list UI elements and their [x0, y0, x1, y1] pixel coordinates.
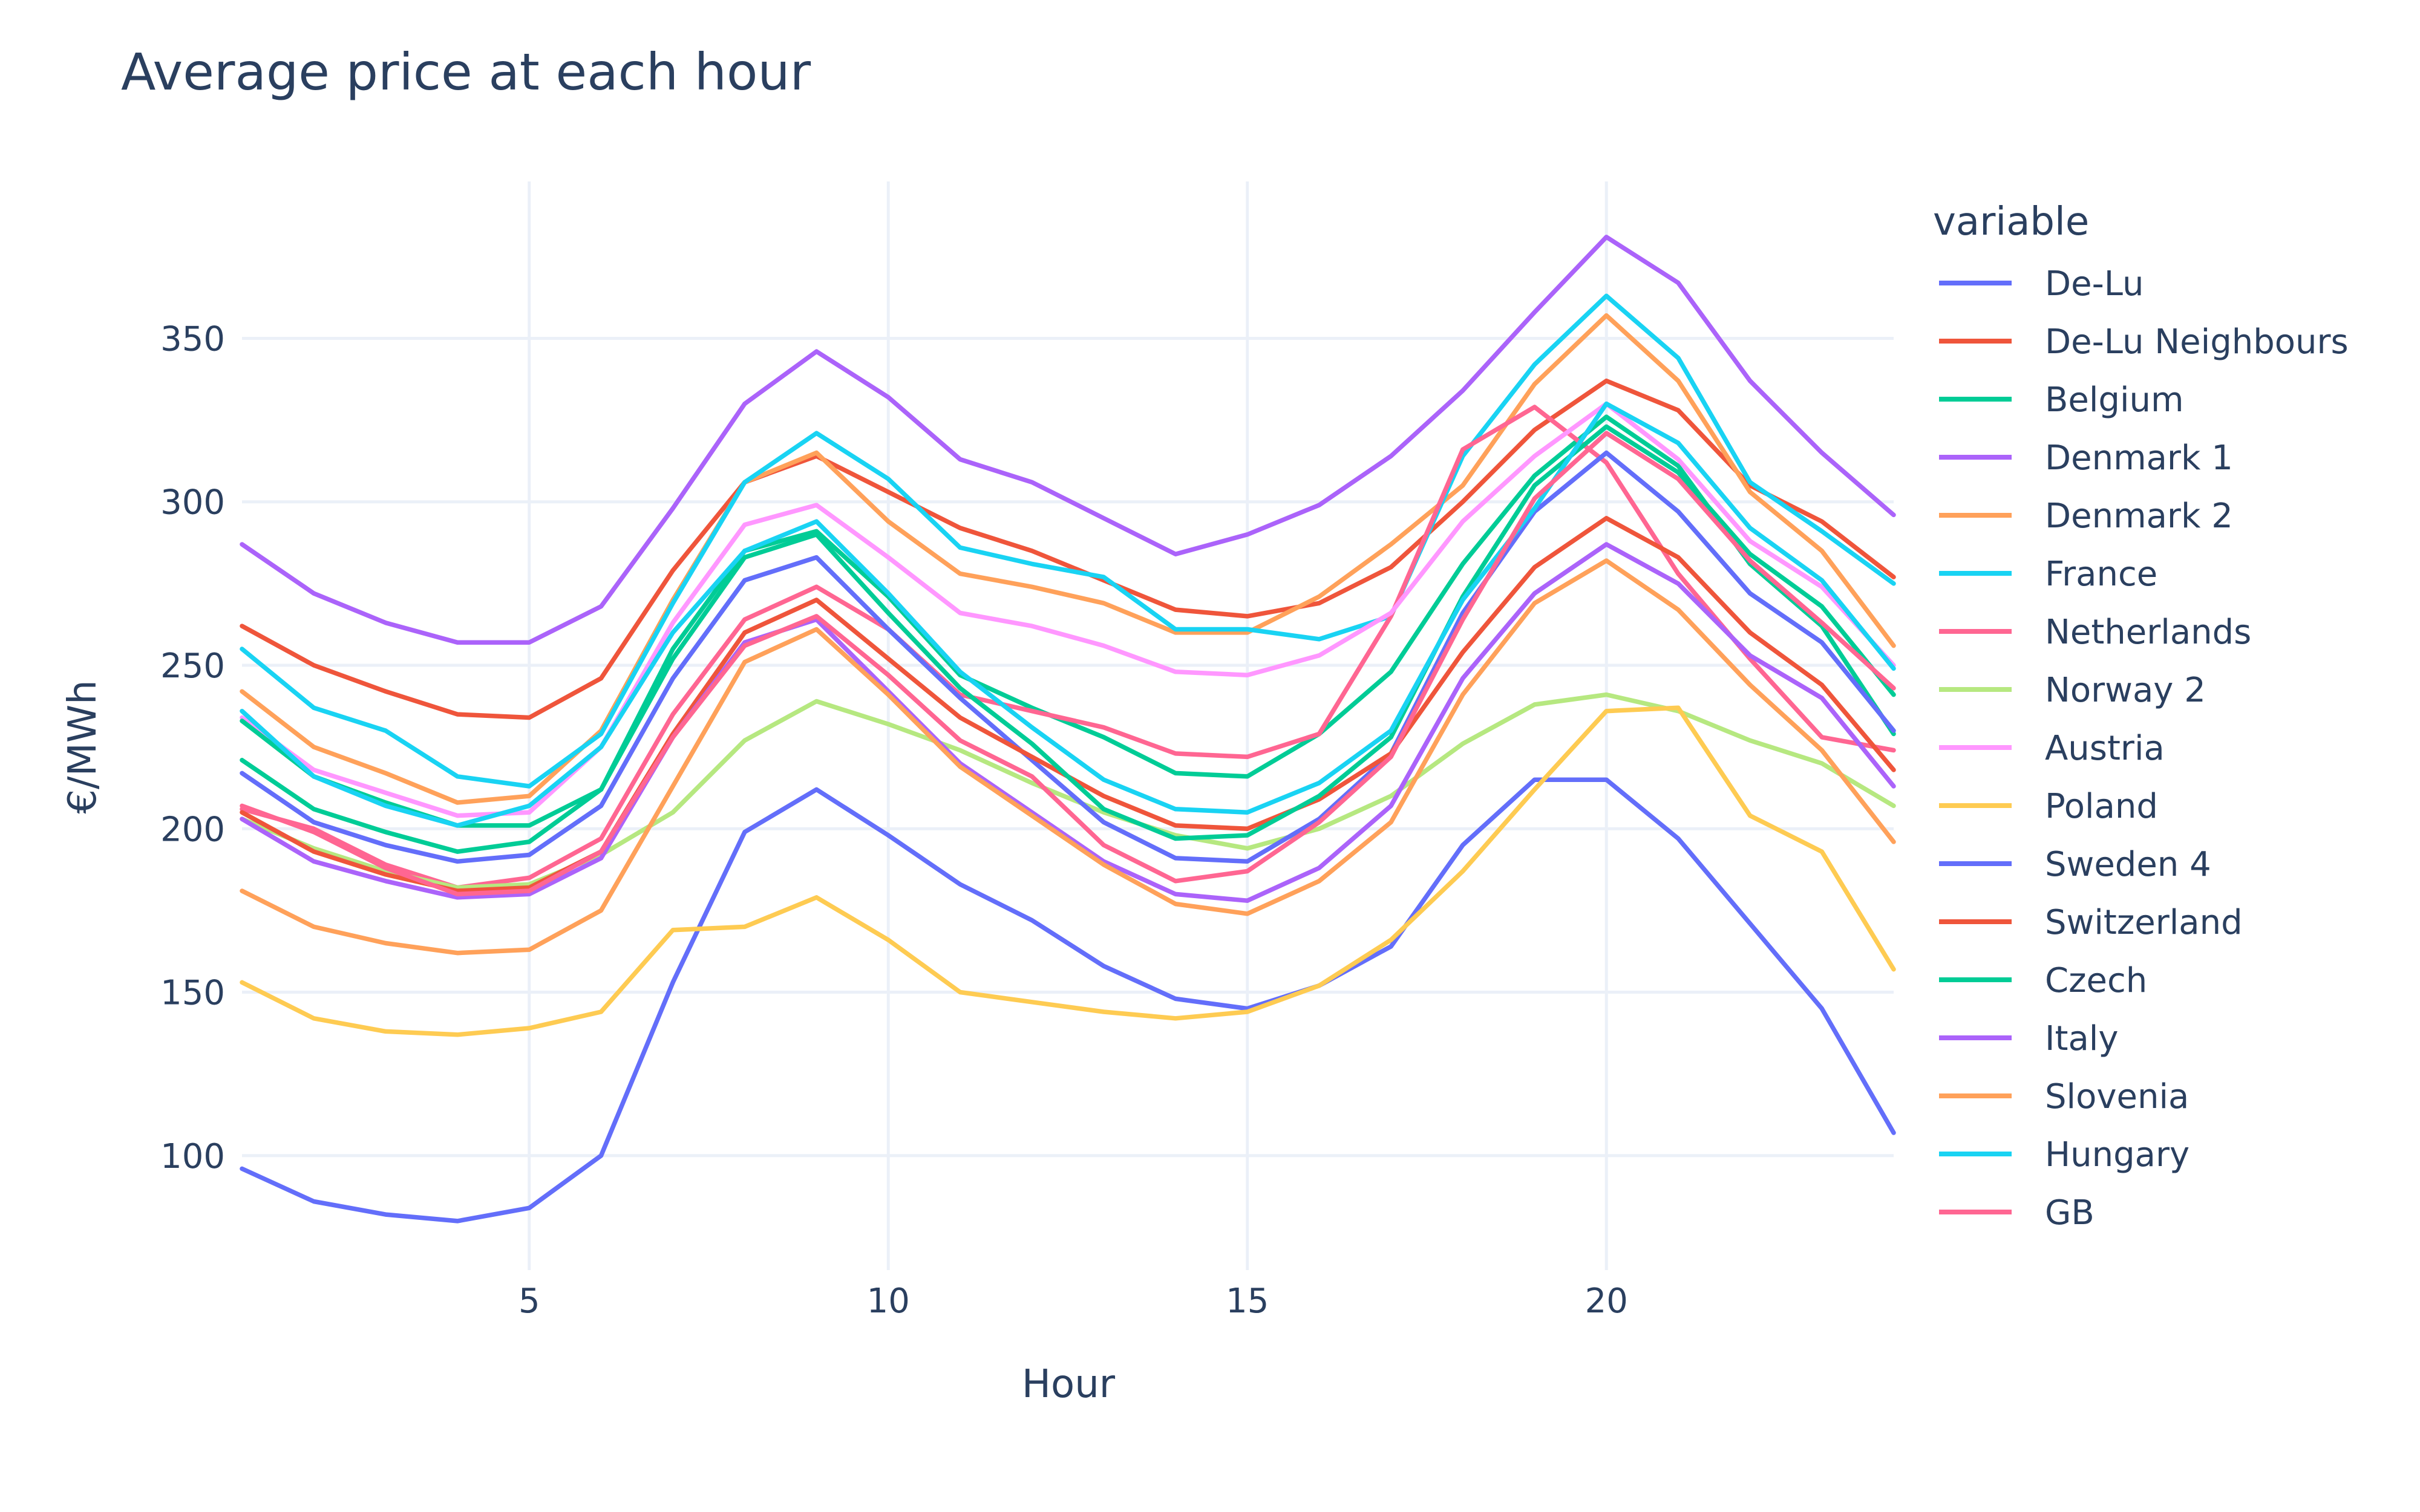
legend-label: Belgium [2045, 380, 2184, 420]
y-tick-label: 100 [160, 1137, 225, 1176]
legend-label: Switzerland [2045, 903, 2243, 942]
legend-item-gb[interactable]: GB [1939, 1193, 2095, 1233]
series-line-france [240, 293, 1896, 789]
series-line-belgium [240, 414, 1896, 854]
legend-item-czech[interactable]: Czech [1939, 961, 2147, 1000]
legend-label: Denmark 2 [2045, 497, 2233, 536]
legend-item-france[interactable]: France [1939, 555, 2157, 594]
legend-item-switzerland[interactable]: Switzerland [1939, 903, 2243, 942]
legend-label: Netherlands [2045, 613, 2251, 652]
legend-item-sweden-4[interactable]: Sweden 4 [1939, 845, 2211, 884]
y-tick-label: 300 [160, 483, 225, 523]
gridlines [242, 181, 1894, 1270]
series-line-czech [240, 424, 1896, 841]
y-axis-ticks: 100 150 200 250 300 350 [160, 319, 225, 1176]
series-line-slovenia [240, 558, 1896, 956]
legend-item-denmark-1[interactable]: Denmark 1 [1939, 438, 2233, 478]
legend-item-poland[interactable]: Poland [1939, 787, 2158, 826]
series-line-denmark-2 [240, 313, 1896, 805]
y-tick-label: 350 [160, 319, 225, 359]
legend-label: France [2045, 555, 2157, 594]
legend-label: Norway 2 [2045, 671, 2206, 710]
legend-label: Denmark 1 [2045, 438, 2233, 478]
legend-label: Sweden 4 [2045, 845, 2211, 884]
legend-item-austria[interactable]: Austria [1939, 729, 2165, 768]
series-line-netherlands [240, 405, 1896, 890]
series-lines [240, 235, 1896, 1224]
legend-label: Italy [2045, 1019, 2119, 1058]
legend-item-italy[interactable]: Italy [1939, 1019, 2119, 1058]
y-axis-title: €/MWh [60, 680, 105, 813]
x-tick-label: 20 [1585, 1282, 1628, 1321]
series-line-austria [240, 401, 1896, 818]
legend-item-de-lu[interactable]: De-Lu [1939, 264, 2144, 304]
legend-item-de-lu-neighbours[interactable]: De-Lu Neighbours [1939, 322, 2349, 362]
legend-item-netherlands[interactable]: Netherlands [1939, 613, 2251, 652]
legend-label: Slovenia [2045, 1077, 2189, 1116]
legend-label: Austria [2045, 729, 2165, 768]
series-line-poland [240, 705, 1896, 1037]
y-tick-label: 200 [160, 810, 225, 849]
series-line-gb [240, 431, 1896, 897]
legend: variable De-Lu De-Lu Neighbours Belgium Den… [1933, 200, 2349, 1233]
legend-item-denmark-2[interactable]: Denmark 2 [1939, 497, 2233, 536]
series-line-norway-2 [240, 692, 1896, 890]
series-line-de-lu-neighbours [240, 378, 1896, 720]
y-tick-label: 150 [160, 974, 225, 1013]
chart-title: Average price at each hour [121, 42, 811, 102]
series-line-sweden-4 [240, 450, 1896, 864]
legend-label: Czech [2045, 961, 2147, 1000]
series-line-hungary [240, 401, 1896, 828]
series-line-de-lu [240, 777, 1896, 1224]
y-tick-label: 250 [160, 647, 225, 686]
series-line-italy [240, 542, 1896, 903]
legend-item-norway-2[interactable]: Norway 2 [1939, 671, 2206, 710]
series-line-denmark-1 [240, 235, 1896, 645]
legend-label: GB [2045, 1193, 2095, 1233]
x-axis-ticks: 5 10 15 20 [518, 1282, 1628, 1321]
x-tick-label: 10 [867, 1282, 910, 1321]
legend-item-hungary[interactable]: Hungary [1939, 1135, 2189, 1175]
legend-label: De-Lu Neighbours [2045, 322, 2349, 362]
legend-label: De-Lu [2045, 264, 2144, 304]
x-tick-label: 15 [1226, 1282, 1269, 1321]
x-tick-label: 5 [518, 1282, 540, 1321]
x-axis-title: Hour [1022, 1362, 1116, 1407]
legend-label: Hungary [2045, 1135, 2189, 1175]
legend-item-belgium[interactable]: Belgium [1939, 380, 2184, 420]
legend-label: Poland [2045, 787, 2158, 826]
legend-item-slovenia[interactable]: Slovenia [1939, 1077, 2189, 1116]
legend-title: variable [1933, 200, 2089, 244]
